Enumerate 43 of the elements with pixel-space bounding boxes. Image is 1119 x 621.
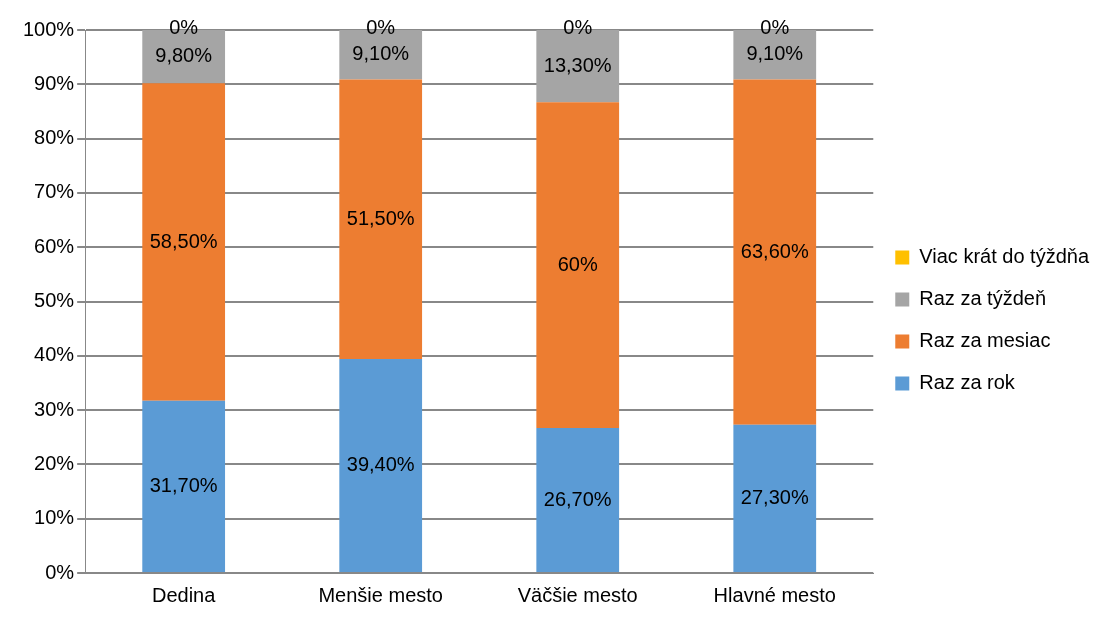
legend-label: Raz za mesiac — [919, 329, 1051, 352]
bar — [142, 400, 226, 572]
x-tick-label: Hlavné mesto — [713, 583, 836, 606]
y-tick-label: 40% — [34, 343, 75, 366]
data-label: 13,30% — [543, 53, 612, 76]
data-label: 27,30% — [740, 485, 809, 508]
data-label: 51,50% — [346, 206, 415, 229]
data-label: 31,70% — [149, 473, 218, 496]
data-label: 26,70% — [543, 487, 612, 510]
x-tick-label: Menšie mesto — [318, 583, 443, 606]
bar — [733, 424, 817, 572]
data-label: 0% — [760, 15, 790, 38]
data-label: 0% — [366, 15, 396, 38]
bar — [536, 428, 620, 572]
data-label: 60% — [557, 252, 598, 275]
y-tick-label: 80% — [34, 126, 75, 149]
data-label: 0% — [563, 15, 593, 38]
legend-label: Raz za týždeň — [919, 287, 1047, 310]
data-label: 9,10% — [352, 42, 410, 65]
data-label: 9,10% — [746, 42, 804, 65]
bar — [536, 102, 620, 429]
x-tick-label: Väčšie mesto — [517, 583, 638, 606]
bar — [339, 359, 423, 572]
y-tick-label: 100% — [23, 17, 75, 40]
y-tick-label: 0% — [45, 560, 75, 583]
x-tick-label: Dedina — [151, 583, 217, 606]
data-label: 0% — [169, 15, 199, 38]
y-tick-label: 60% — [34, 234, 75, 257]
bar — [733, 79, 817, 425]
legend-label: Raz za rok — [919, 371, 1016, 394]
bar — [339, 79, 423, 360]
data-label: 58,50% — [149, 229, 218, 252]
y-tick-label: 20% — [34, 451, 75, 474]
data-label: 39,40% — [346, 453, 415, 476]
data-label: 9,80% — [155, 44, 213, 67]
data-label: 63,60% — [740, 239, 809, 262]
y-tick-label: 70% — [34, 180, 75, 203]
y-tick-label: 90% — [34, 71, 75, 94]
legend-label: Viac krát do týždňa — [919, 245, 1090, 268]
y-tick-label: 50% — [34, 289, 75, 312]
y-tick-label: 10% — [34, 506, 75, 529]
y-tick-label: 30% — [34, 397, 75, 420]
bar — [142, 83, 226, 401]
